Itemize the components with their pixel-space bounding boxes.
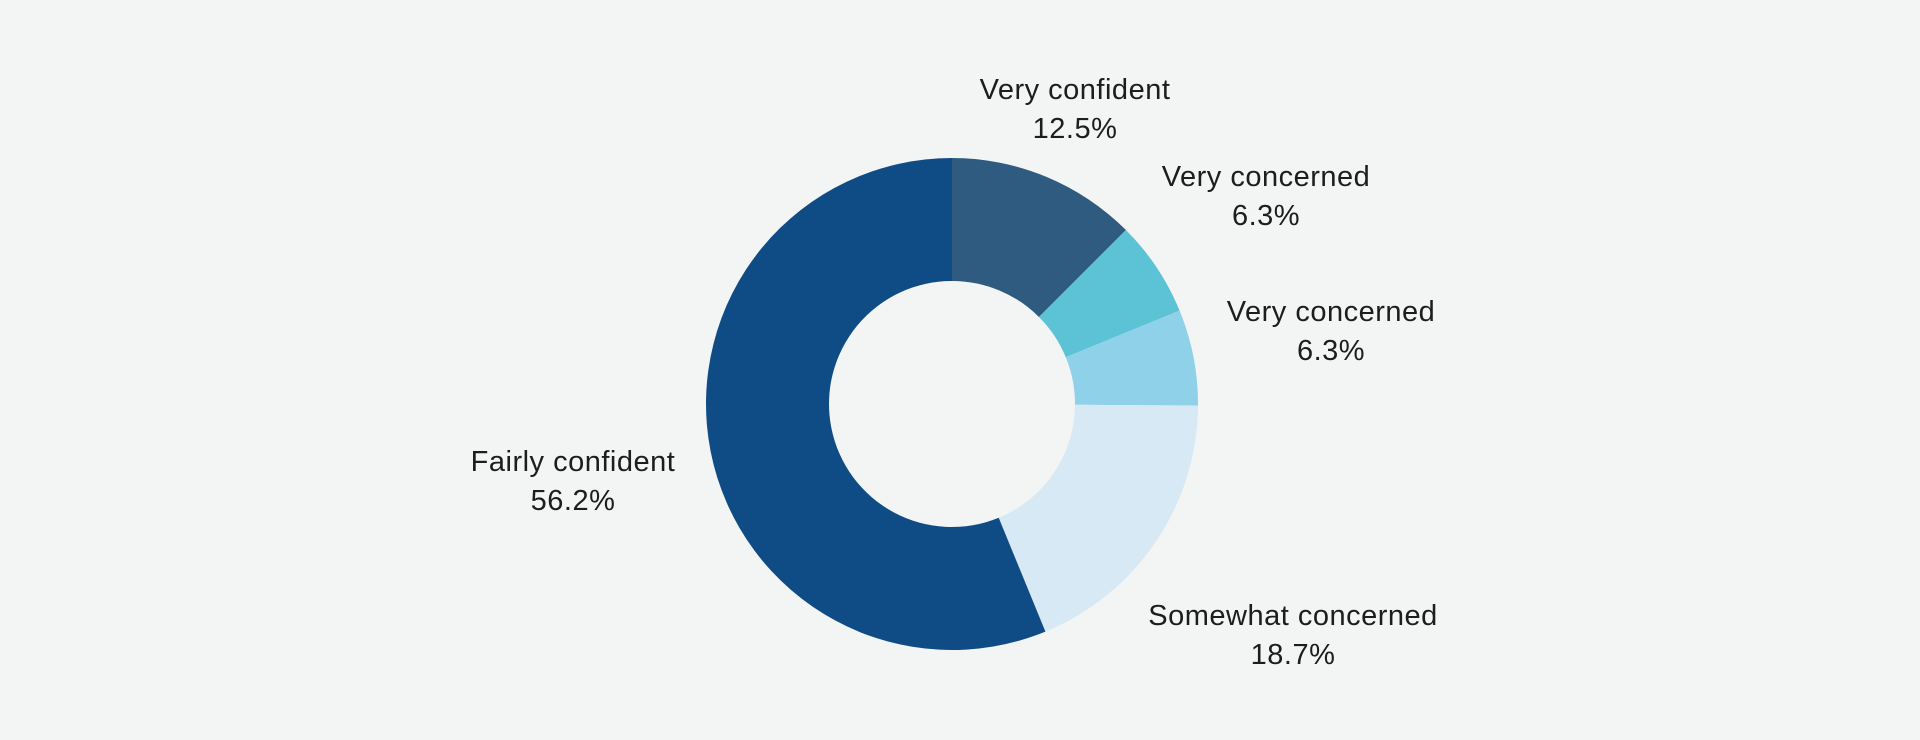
donut-labels: Very confident 12.5% Very concerned 6.3% Ver… (471, 74, 1438, 671)
slice-label-name: Somewhat concerned (1148, 600, 1438, 632)
slice-label-value: 56.2% (531, 485, 616, 517)
slice-label-value: 6.3% (1232, 200, 1300, 232)
donut-slice-very-concerned-2 (1065, 310, 1198, 406)
donut-slice-somewhat-concerned-3 (998, 404, 1198, 632)
donut-slice-very-confident-0 (952, 158, 1126, 318)
slice-label-value: 18.7% (1251, 639, 1336, 671)
slice-label-value: 6.3% (1297, 335, 1365, 367)
slice-label-name: Very concerned (1162, 161, 1371, 193)
donut-slice-very-concerned-1 (1038, 230, 1180, 358)
slice-label-name: Very concerned (1227, 296, 1436, 328)
slice-label-value: 12.5% (1033, 113, 1118, 145)
donut-slice-fairly-confident-4 (705, 158, 1046, 650)
slice-label-name: Very confident (980, 74, 1171, 106)
donut-slices (705, 158, 1198, 650)
slice-label-name: Fairly confident (471, 446, 676, 478)
